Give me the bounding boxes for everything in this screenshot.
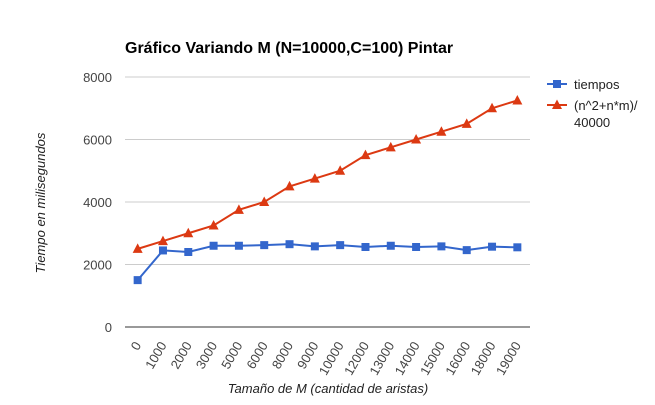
gridlines <box>125 76 530 328</box>
data-point <box>284 180 295 191</box>
y-tick-label: 0 <box>105 320 112 335</box>
data-point <box>184 248 193 256</box>
data-point <box>488 242 497 251</box>
y-tick-label: 2000 <box>83 258 112 273</box>
data-point <box>461 118 472 128</box>
data-point <box>208 219 219 230</box>
data-series <box>132 94 523 285</box>
data-point <box>183 227 194 238</box>
series-line <box>137 99 518 250</box>
data-point <box>233 204 244 214</box>
legend-label: tiempos <box>574 77 620 92</box>
legend: tiempos (n^2+n*m)/ 40000 <box>547 77 638 130</box>
data-point <box>309 173 320 183</box>
y-axis-label: Tiempo en milisegundos <box>33 132 48 273</box>
data-point <box>361 243 370 251</box>
chart-title: Gráfico Variando M (N=10000,C=100) Pinta… <box>125 40 453 57</box>
data-point <box>260 241 269 250</box>
data-point <box>310 242 319 251</box>
data-point <box>133 276 142 285</box>
series-tiempos <box>133 240 522 285</box>
data-point <box>360 149 371 160</box>
x-axis-label: Tamaño de M (cantidad de aristas) <box>228 381 428 396</box>
y-axis-tick-labels: 0 2000 4000 6000 8000 <box>83 70 112 335</box>
data-point <box>386 241 395 250</box>
data-point <box>513 243 522 252</box>
legend-marker-triangle <box>552 99 562 109</box>
data-point <box>512 94 523 105</box>
legend-marker-square <box>553 80 561 88</box>
data-point <box>285 240 294 249</box>
data-point <box>157 235 168 246</box>
data-point <box>209 241 218 250</box>
data-point <box>437 242 446 251</box>
data-point <box>411 134 422 144</box>
data-point <box>259 196 270 206</box>
data-point <box>158 246 167 255</box>
data-point <box>462 246 471 255</box>
data-point <box>412 243 421 251</box>
data-point <box>132 243 143 253</box>
y-tick-label: 8000 <box>83 70 112 85</box>
y-tick-label: 4000 <box>83 195 112 210</box>
data-point <box>487 102 498 113</box>
data-point <box>336 241 345 250</box>
data-point <box>234 241 243 250</box>
legend-label: 40000 <box>574 115 610 130</box>
series-formula <box>132 94 523 253</box>
data-point <box>385 141 396 152</box>
data-point <box>335 165 346 175</box>
legend-label: (n^2+n*m)/ <box>574 98 638 113</box>
series-line <box>136 243 518 281</box>
y-tick-label: 6000 <box>83 133 112 148</box>
data-point <box>436 126 447 136</box>
